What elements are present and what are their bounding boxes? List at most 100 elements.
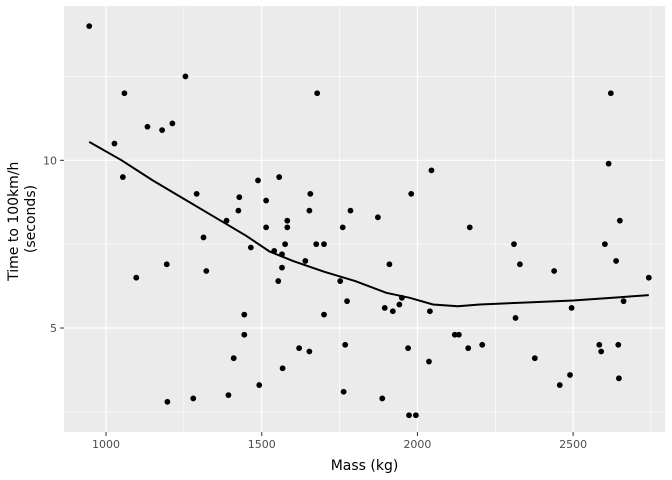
- data-point: [602, 241, 608, 248]
- data-point: [512, 315, 519, 321]
- data-point: [321, 241, 327, 248]
- x-axis-ticks: 1000 1500 2000 2500: [92, 432, 587, 451]
- data-point: [428, 167, 435, 174]
- data-point: [255, 177, 261, 184]
- data-point: [613, 258, 620, 264]
- data-point: [605, 160, 612, 167]
- data-point: [279, 264, 285, 271]
- data-point: [645, 274, 652, 281]
- data-point: [598, 348, 605, 355]
- data-point: [144, 123, 151, 130]
- data-point: [314, 90, 321, 97]
- data-point: [86, 23, 93, 30]
- data-point: [306, 348, 313, 355]
- data-point: [531, 355, 538, 362]
- data-point: [236, 194, 243, 201]
- data-point: [479, 341, 486, 348]
- data-point: [235, 207, 242, 214]
- data-point: [339, 224, 346, 231]
- data-point: [284, 224, 291, 231]
- data-point: [386, 261, 393, 268]
- data-point: [203, 268, 210, 274]
- data-point: [263, 197, 269, 204]
- data-point: [396, 301, 403, 308]
- minor-gridlines: [64, 6, 665, 432]
- data-point: [337, 278, 344, 284]
- data-point: [389, 308, 396, 315]
- data-point: [164, 398, 171, 405]
- data-point: [615, 341, 622, 348]
- x-tick-label: 1000: [92, 438, 120, 451]
- data-point: [607, 90, 614, 97]
- data-point: [182, 73, 189, 80]
- data-point: [406, 412, 412, 419]
- data-point: [190, 395, 197, 402]
- data-point: [465, 345, 472, 352]
- data-point: [284, 217, 291, 224]
- data-point: [596, 341, 603, 348]
- data-point: [616, 217, 623, 224]
- data-point: [133, 274, 140, 281]
- data-point: [121, 90, 128, 97]
- y-tick-label: 10: [43, 154, 57, 167]
- data-point: [163, 261, 170, 268]
- data-point: [466, 224, 473, 231]
- data-point: [551, 268, 558, 274]
- data-point: [556, 382, 563, 388]
- major-gridlines: [64, 6, 665, 432]
- data-point: [426, 358, 432, 365]
- data-point: [307, 190, 314, 197]
- data-point: [516, 261, 523, 268]
- y-tick-label: 5: [50, 322, 57, 335]
- data-point: [568, 304, 575, 311]
- data-point: [256, 382, 263, 388]
- data-point: [263, 224, 269, 231]
- data-point: [111, 140, 118, 147]
- data-points: [86, 23, 652, 419]
- y-axis-title-line-1: Time to 100km/h: [6, 162, 22, 282]
- data-point: [313, 241, 320, 248]
- smooth-trend-line: [88, 141, 649, 308]
- data-point: [379, 395, 386, 402]
- data-point: [455, 331, 462, 338]
- x-tick-label: 2000: [403, 438, 431, 451]
- data-point: [159, 127, 165, 134]
- data-point: [344, 298, 350, 305]
- data-point: [276, 174, 283, 180]
- data-point: [426, 308, 433, 315]
- data-point: [241, 311, 248, 318]
- x-axis-title: Mass (kg): [331, 458, 399, 474]
- data-point: [347, 207, 354, 214]
- data-point: [302, 258, 309, 264]
- data-point: [241, 331, 248, 338]
- x-tick-label: 1500: [248, 438, 276, 451]
- data-point: [225, 392, 232, 399]
- data-point: [169, 120, 176, 127]
- data-point: [412, 412, 419, 419]
- data-point: [340, 388, 347, 395]
- data-point: [408, 190, 415, 197]
- data-point: [193, 190, 200, 197]
- data-point: [230, 355, 237, 362]
- y-axis-title: Time to 100km/h (seconds): [6, 157, 39, 282]
- data-point: [275, 278, 282, 284]
- panel-background: [64, 6, 665, 432]
- data-point: [321, 311, 327, 318]
- x-tick-label: 2500: [559, 438, 587, 451]
- data-point: [342, 341, 349, 348]
- y-axis-title-line-2: (seconds): [23, 185, 39, 253]
- data-point: [119, 174, 126, 180]
- data-point: [306, 207, 313, 214]
- data-point: [616, 375, 622, 382]
- data-point: [247, 244, 254, 251]
- data-point: [567, 372, 573, 378]
- data-point: [511, 241, 517, 248]
- data-point: [282, 241, 288, 248]
- y-axis-ticks: 5 10: [43, 154, 64, 335]
- data-point: [405, 345, 411, 352]
- data-point: [620, 298, 627, 305]
- data-point: [279, 365, 286, 372]
- data-point: [374, 214, 381, 221]
- data-point: [451, 331, 458, 338]
